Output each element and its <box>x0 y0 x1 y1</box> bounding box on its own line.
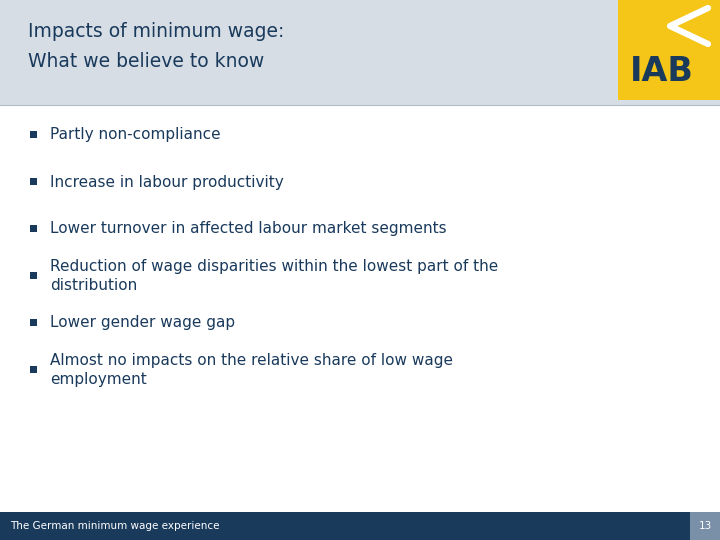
Bar <box>30 131 37 138</box>
Text: 13: 13 <box>698 521 711 531</box>
Text: Reduction of wage disparities within the lowest part of the
distribution: Reduction of wage disparities within the… <box>50 259 498 293</box>
Bar <box>30 319 37 326</box>
Bar <box>0 512 690 540</box>
Bar <box>690 512 720 540</box>
Bar <box>618 0 720 100</box>
Bar <box>30 366 37 373</box>
Text: Increase in labour productivity: Increase in labour productivity <box>50 174 284 190</box>
Text: IAB: IAB <box>630 55 694 88</box>
Text: Partly non-compliance: Partly non-compliance <box>50 127 220 143</box>
Bar <box>30 272 37 279</box>
Text: Lower turnover in affected labour market segments: Lower turnover in affected labour market… <box>50 221 446 237</box>
Bar <box>30 178 37 185</box>
Text: The German minimum wage experience: The German minimum wage experience <box>10 521 220 531</box>
Text: What we believe to know: What we believe to know <box>28 52 264 71</box>
Text: Lower gender wage gap: Lower gender wage gap <box>50 315 235 330</box>
Bar <box>0 0 720 105</box>
Text: Impacts of minimum wage:: Impacts of minimum wage: <box>28 22 284 41</box>
Bar <box>30 225 37 232</box>
Text: Almost no impacts on the relative share of low wage
employment: Almost no impacts on the relative share … <box>50 353 453 387</box>
